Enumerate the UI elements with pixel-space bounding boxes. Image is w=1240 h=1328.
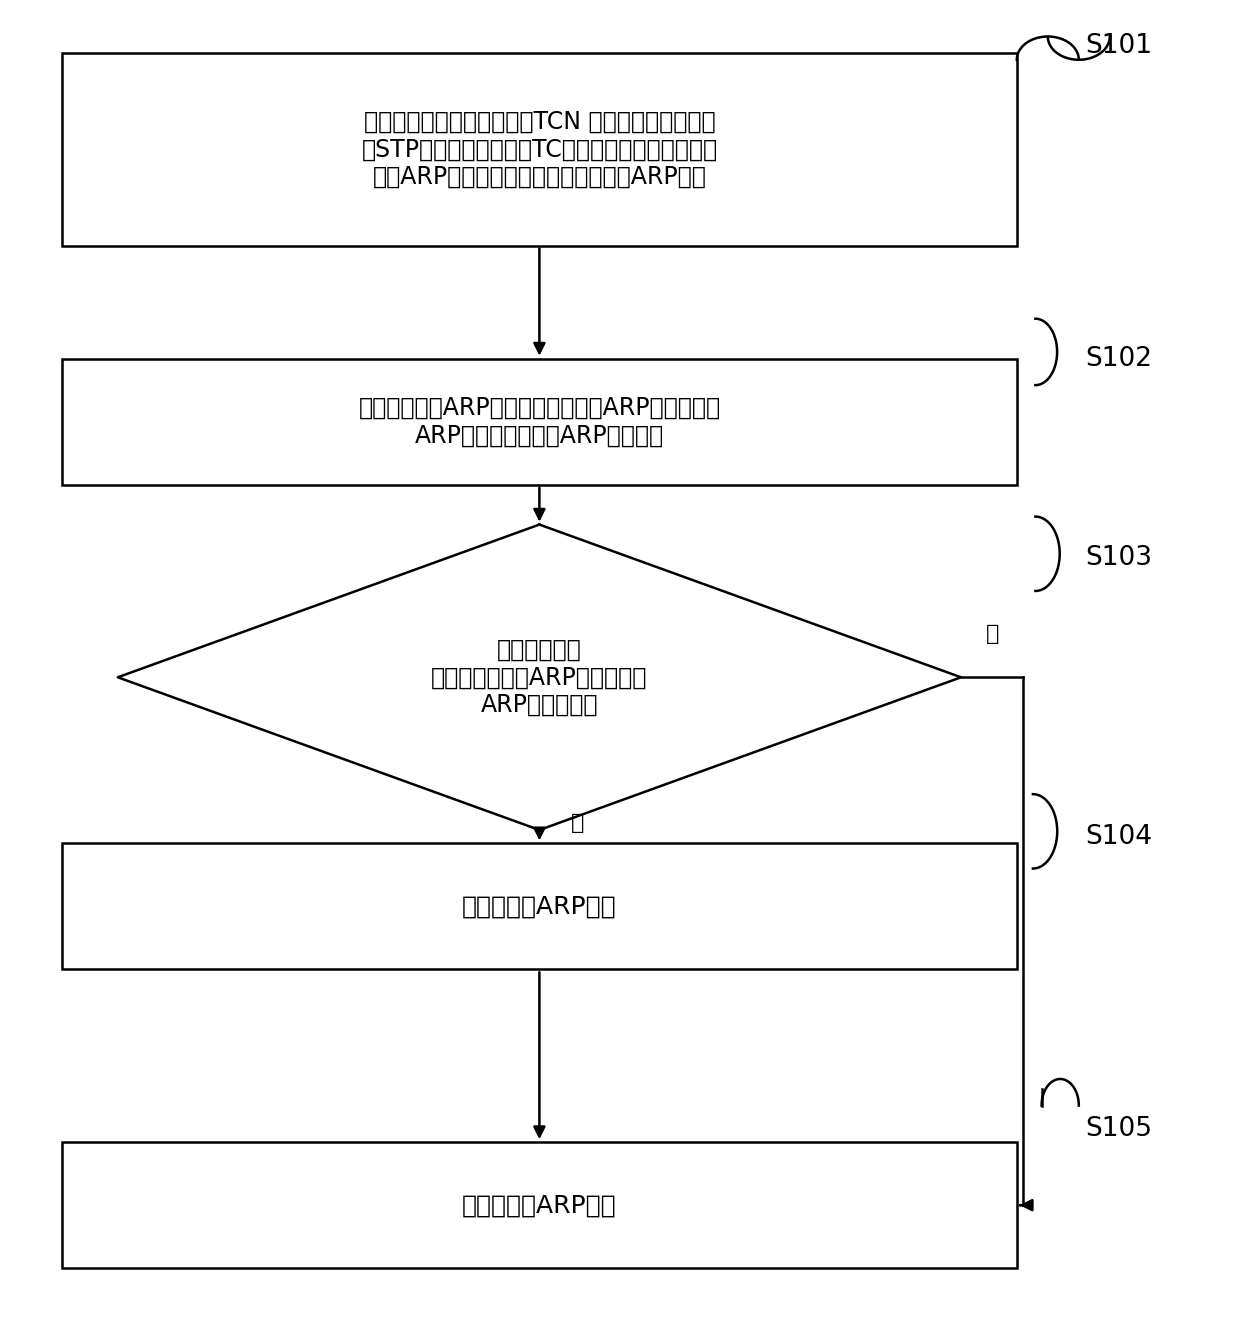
Text: S104: S104	[1085, 823, 1152, 850]
Text: 维持该第一ARP表项: 维持该第一ARP表项	[463, 1193, 616, 1218]
Text: 在指定时长内
接收到用于响应ARP请求报文的
ARP应答报文？: 在指定时长内 接收到用于响应ARP请求报文的 ARP应答报文？	[432, 637, 647, 717]
Text: 否: 否	[570, 813, 584, 834]
Text: S101: S101	[1085, 33, 1152, 60]
Bar	[62, 359, 1017, 485]
Text: 是: 是	[986, 624, 999, 644]
Bar	[62, 843, 1017, 969]
Text: S103: S103	[1085, 544, 1152, 571]
Bar	[62, 53, 1017, 246]
Text: S102: S102	[1085, 345, 1152, 372]
Bar	[62, 1142, 1017, 1268]
Text: 当通过本地指派端口接收到TCN 报文时，向交换机组
网STP中指定交换机发送TC报文，并依据指派端口从
本地ARP缓存表中确定出待删除的第一ARP表项: 当通过本地指派端口接收到TCN 报文时，向交换机组 网STP中指定交换机发送TC…	[361, 110, 718, 189]
Text: S105: S105	[1085, 1116, 1152, 1142]
Text: 针对每一第一ARP表项，构造该第一ARP表项对应的
ARP请求报文并发送ARP请求报文: 针对每一第一ARP表项，构造该第一ARP表项对应的 ARP请求报文并发送ARP请…	[358, 396, 720, 448]
Text: 删除该第一ARP表项: 删除该第一ARP表项	[463, 894, 616, 919]
